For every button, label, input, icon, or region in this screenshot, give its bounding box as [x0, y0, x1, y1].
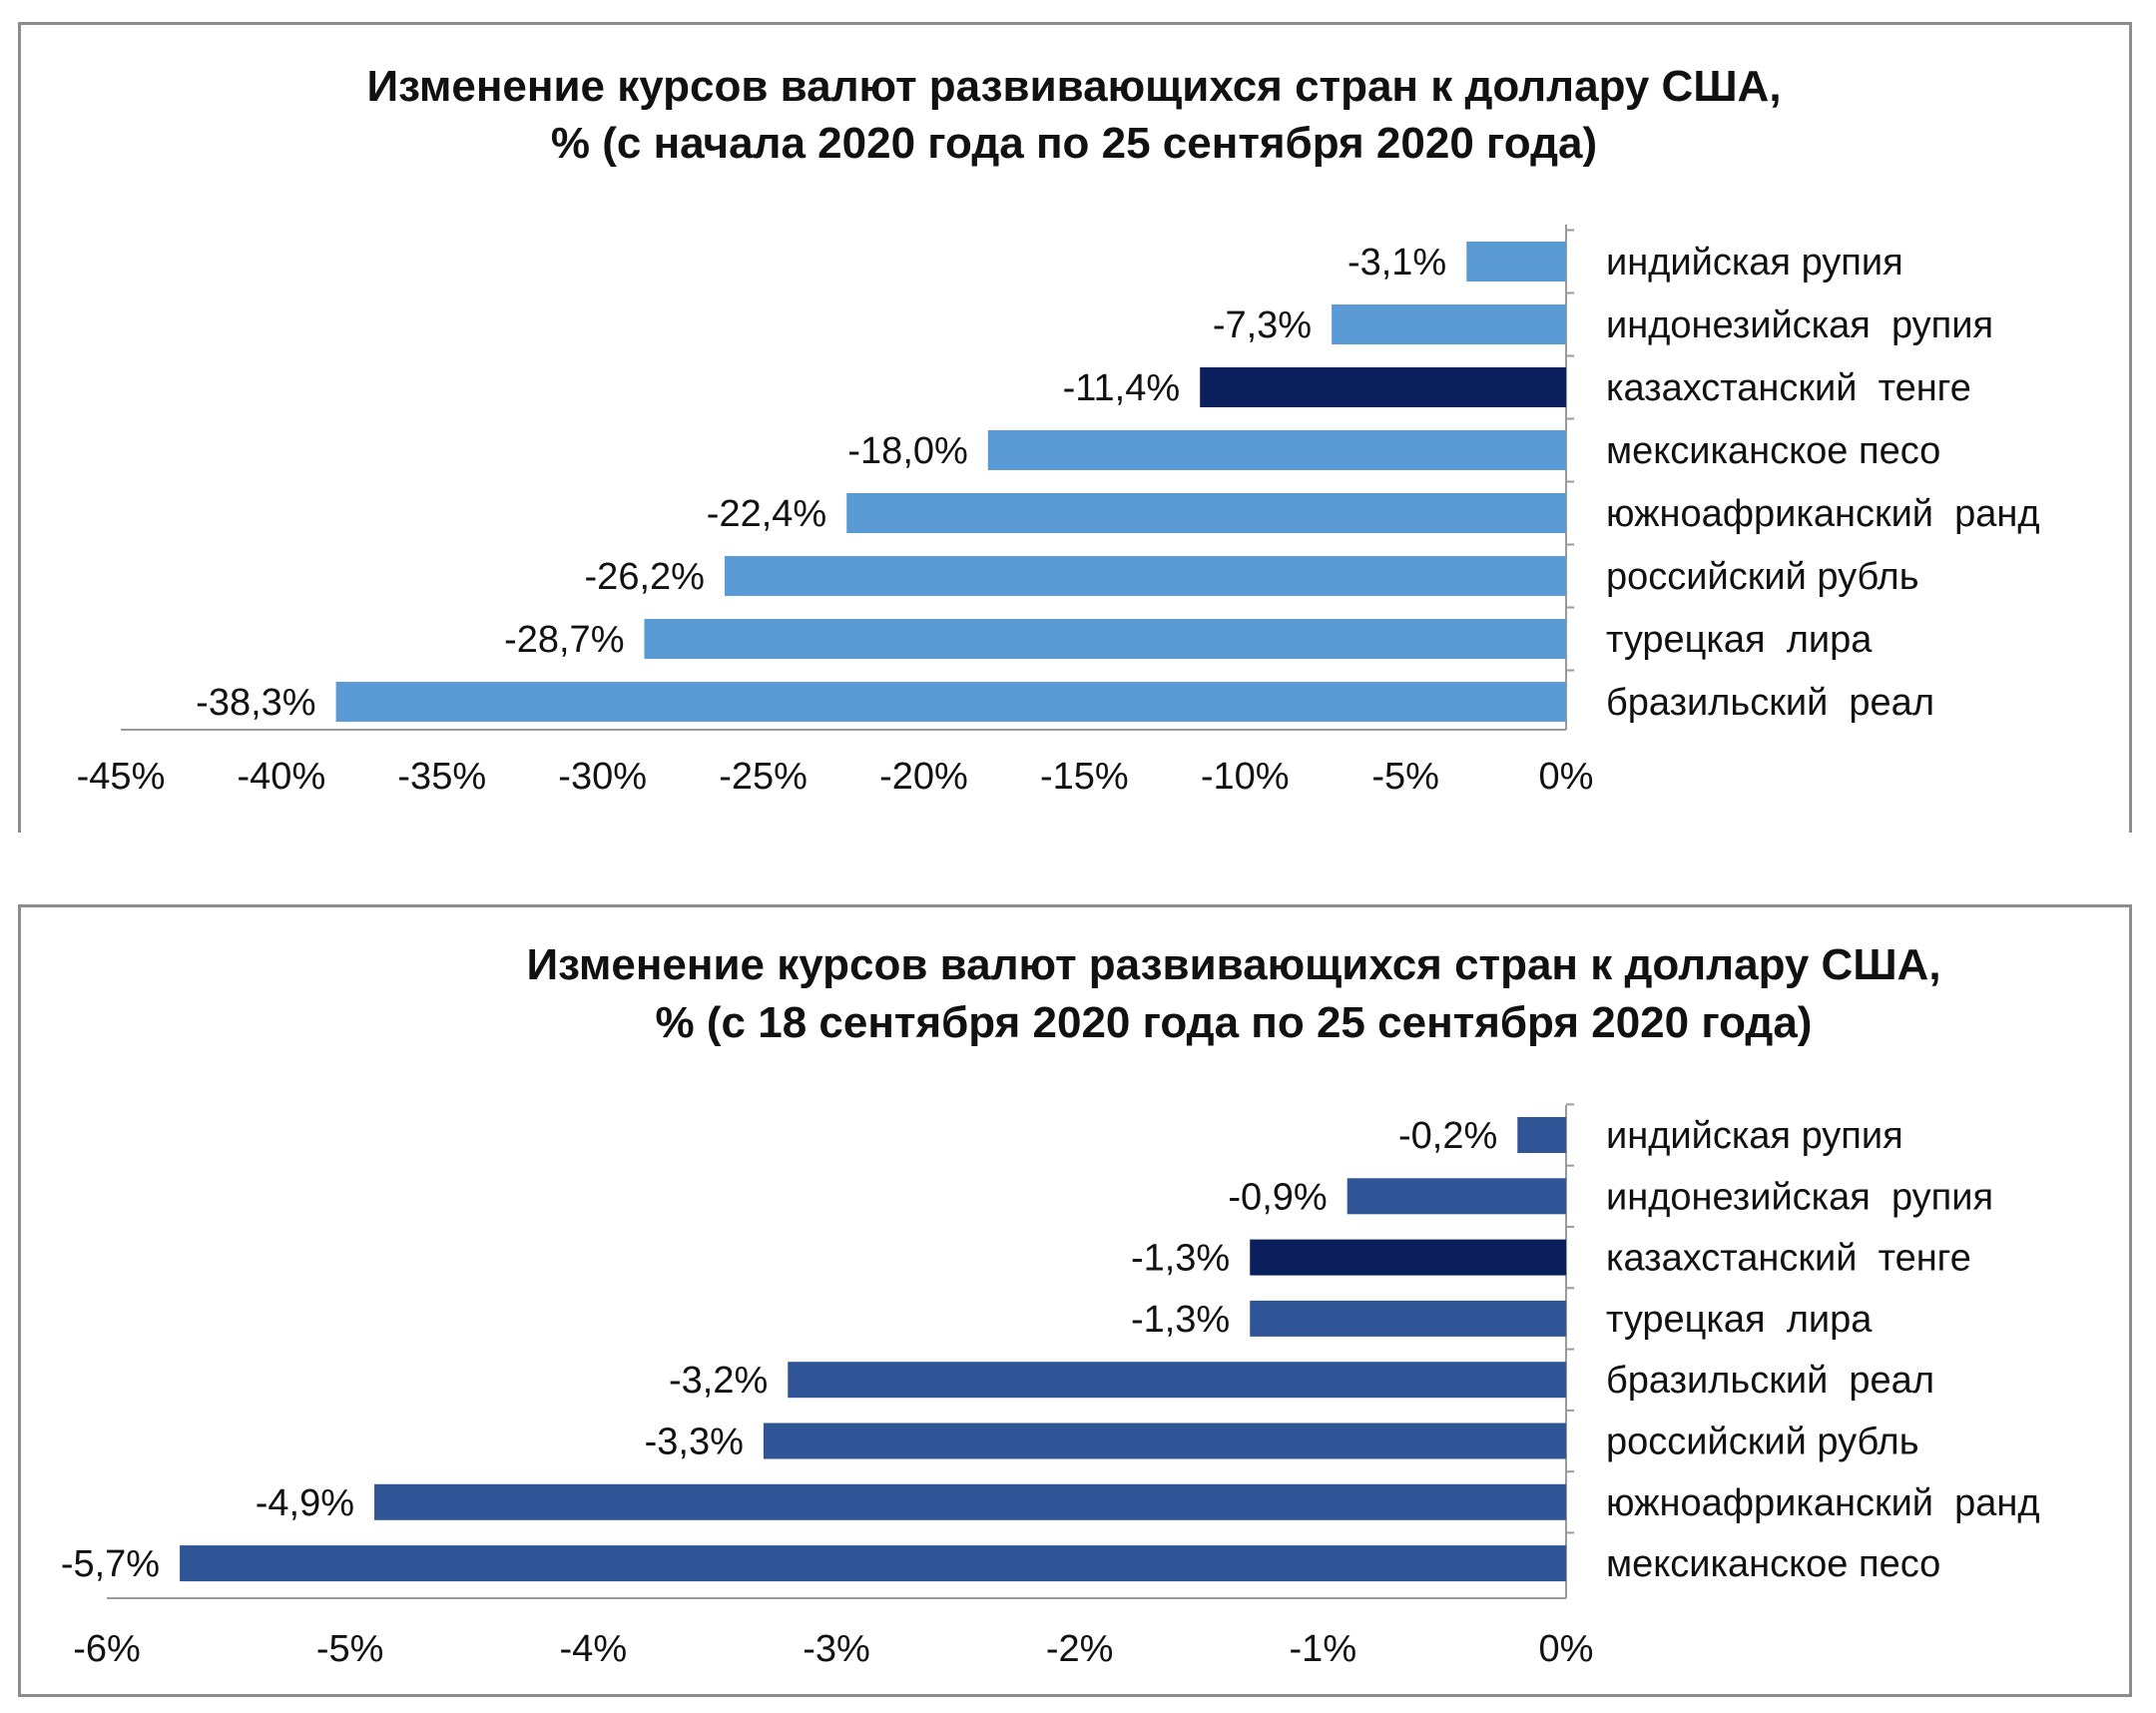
- bar: [1200, 367, 1566, 407]
- bar: [1466, 242, 1566, 282]
- bar: [180, 1545, 1567, 1582]
- x-tick-label: -2%: [1046, 1628, 1114, 1670]
- chart-title: Изменение курсов валют развивающихся стр…: [526, 940, 1940, 989]
- x-tick-label: -20%: [879, 756, 968, 798]
- bar: [763, 1423, 1566, 1459]
- chart-title: Изменение курсов валют развивающихся стр…: [366, 62, 1781, 111]
- bar: [1332, 304, 1566, 344]
- data-label: -5,7%: [61, 1543, 160, 1585]
- data-label: -4,9%: [256, 1482, 354, 1524]
- x-tick-label: -45%: [77, 756, 166, 798]
- chart-subtitle: % (с 18 сентября 2020 года по 25 сентябр…: [656, 998, 1813, 1047]
- x-tick-label: -5%: [316, 1628, 384, 1670]
- data-label: -1,3%: [1131, 1299, 1230, 1341]
- category-label: турецкая лира: [1606, 619, 1873, 661]
- data-label: -7,3%: [1213, 304, 1312, 346]
- x-tick-label: -5%: [1371, 756, 1439, 798]
- category-label: казахстанский тенге: [1606, 367, 1971, 409]
- chart-subtitle: % (с начала 2020 года по 25 сентября 202…: [551, 119, 1597, 168]
- bar: [644, 619, 1566, 659]
- x-tick-label: -4%: [560, 1628, 628, 1670]
- data-label: -0,9%: [1228, 1176, 1327, 1218]
- bar: [1250, 1300, 1566, 1337]
- category-label: мексиканское песо: [1606, 1543, 1940, 1585]
- x-tick-label: -25%: [719, 756, 808, 798]
- data-label: -38,3%: [196, 682, 315, 724]
- data-label: -3,3%: [645, 1422, 744, 1463]
- bar: [724, 556, 1566, 596]
- x-tick-label: -1%: [1290, 1628, 1357, 1670]
- bar: [846, 493, 1566, 533]
- bar: [335, 682, 1567, 722]
- bar: [1347, 1178, 1566, 1215]
- data-label: -26,2%: [585, 556, 705, 598]
- data-label: -3,2%: [669, 1360, 768, 1402]
- bar: [1250, 1239, 1566, 1276]
- category-label: российский рубль: [1606, 556, 1919, 598]
- data-label: -22,4%: [707, 493, 826, 535]
- data-label: -28,7%: [504, 619, 624, 661]
- bar: [374, 1483, 1566, 1520]
- data-label: -11,4%: [1063, 367, 1181, 409]
- bar: [788, 1362, 1566, 1399]
- category-label: казахстанский тенге: [1606, 1238, 1971, 1280]
- x-tick-label: 0%: [1539, 756, 1594, 798]
- category-label: российский рубль: [1606, 1422, 1919, 1463]
- x-tick-label: 0%: [1539, 1628, 1594, 1670]
- bar: [987, 430, 1566, 470]
- data-label: -1,3%: [1131, 1238, 1230, 1280]
- category-label: турецкая лира: [1606, 1299, 1873, 1341]
- category-label: южноафриканский ранд: [1606, 493, 2040, 535]
- x-tick-label: -6%: [73, 1628, 141, 1670]
- chart-ytd: Изменение курсов валют развивающихся стр…: [77, 62, 2040, 798]
- chart-panel-ytd: Изменение курсов валют развивающихся стр…: [18, 22, 2132, 833]
- data-label: -3,1%: [1348, 242, 1446, 284]
- x-tick-label: -3%: [803, 1628, 870, 1670]
- category-label: бразильский реал: [1606, 682, 1934, 724]
- chart-panel-week: Изменение курсов валют развивающихся стр…: [18, 904, 2132, 1697]
- category-label: индонезийская рупия: [1606, 1176, 1993, 1218]
- x-tick-label: -15%: [1040, 756, 1129, 798]
- category-label: индийская рупия: [1606, 242, 1903, 284]
- category-label: индонезийская рупия: [1606, 304, 1993, 346]
- category-label: мексиканское песо: [1606, 430, 1940, 472]
- data-label: -18,0%: [847, 430, 967, 472]
- category-label: индийская рупия: [1606, 1115, 1903, 1157]
- x-tick-label: -40%: [238, 756, 326, 798]
- bar: [1517, 1117, 1566, 1153]
- category-label: южноафриканский ранд: [1606, 1482, 2040, 1524]
- x-tick-label: -10%: [1201, 756, 1290, 798]
- category-label: бразильский реал: [1606, 1360, 1934, 1402]
- x-tick-label: -35%: [397, 756, 486, 798]
- data-label: -0,2%: [1398, 1115, 1497, 1157]
- x-tick-label: -30%: [558, 756, 647, 798]
- chart-week: Изменение курсов валют развивающихся стр…: [61, 940, 2040, 1670]
